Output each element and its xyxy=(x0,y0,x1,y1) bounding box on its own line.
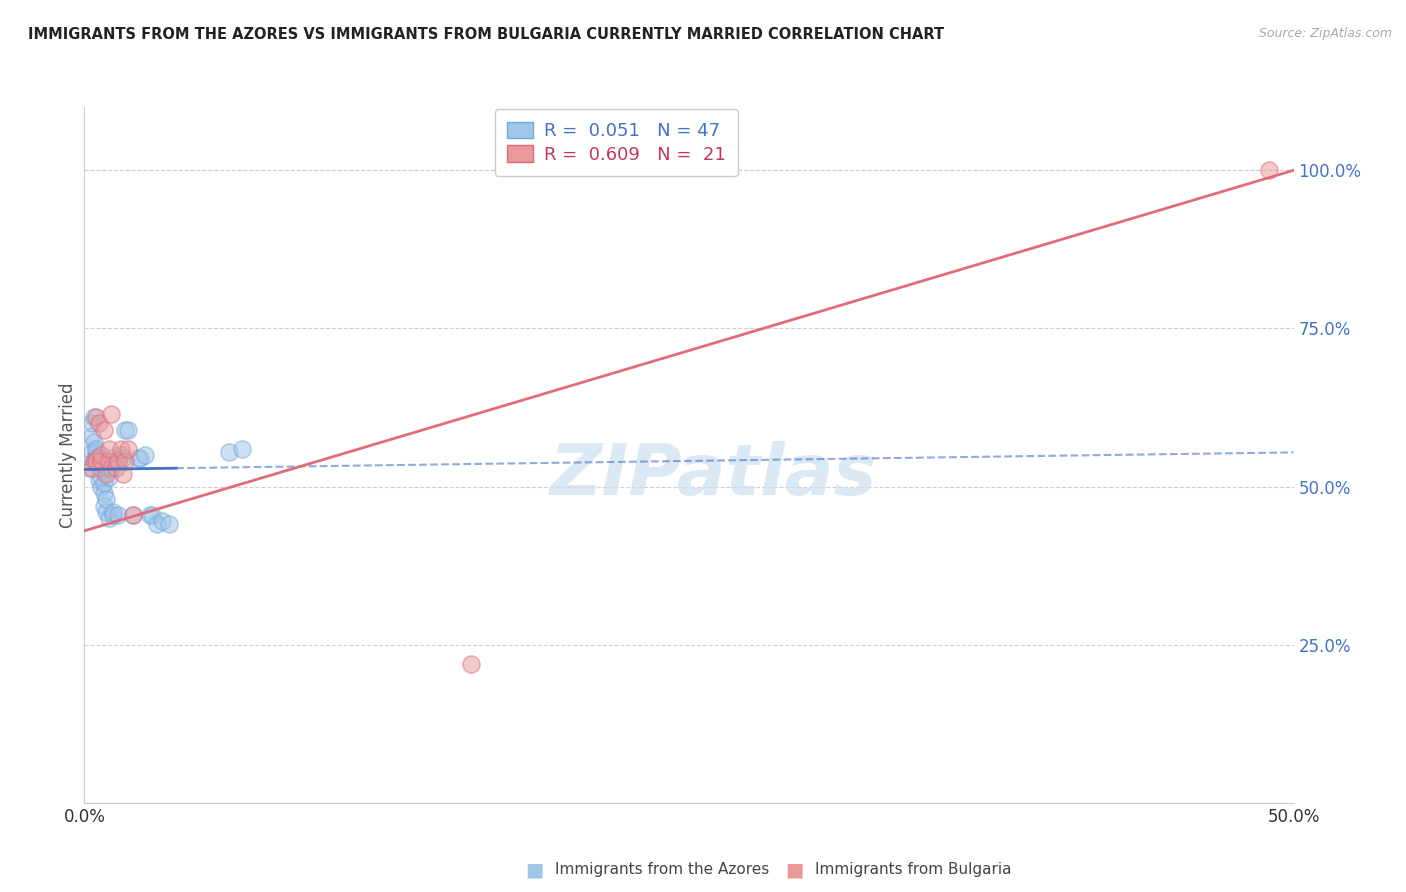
Text: Source: ZipAtlas.com: Source: ZipAtlas.com xyxy=(1258,27,1392,40)
Point xyxy=(87,460,110,475)
Point xyxy=(86,454,108,468)
Point xyxy=(104,460,127,475)
Point xyxy=(141,508,163,522)
Point xyxy=(90,454,112,468)
Point xyxy=(94,505,117,519)
Point xyxy=(121,508,143,522)
Point xyxy=(83,454,105,468)
Point xyxy=(93,476,115,491)
Point xyxy=(83,409,105,424)
Point xyxy=(86,442,108,456)
Text: ■: ■ xyxy=(524,860,544,880)
Point xyxy=(97,442,120,456)
Point xyxy=(117,423,139,437)
Point xyxy=(112,451,135,466)
Point xyxy=(103,505,125,519)
Point xyxy=(86,444,108,458)
Point xyxy=(112,467,135,481)
Point xyxy=(231,442,253,456)
Text: IMMIGRANTS FROM THE AZORES VS IMMIGRANTS FROM BULGARIA CURRENTLY MARRIED CORRELA: IMMIGRANTS FROM THE AZORES VS IMMIGRANTS… xyxy=(28,27,945,42)
Y-axis label: Currently Married: Currently Married xyxy=(59,382,77,528)
Point xyxy=(80,460,103,475)
Text: ZIPatlas: ZIPatlas xyxy=(550,442,877,510)
Point xyxy=(1258,163,1281,178)
Point xyxy=(80,429,103,443)
Point xyxy=(80,444,103,458)
Point xyxy=(97,454,120,468)
Point xyxy=(77,460,100,475)
Point xyxy=(460,657,482,671)
Point xyxy=(97,470,120,484)
Point xyxy=(117,442,139,456)
Point xyxy=(121,508,143,522)
Point xyxy=(107,454,129,468)
Point xyxy=(138,508,160,522)
Point xyxy=(100,451,122,466)
Point xyxy=(100,407,122,421)
Point xyxy=(97,460,120,475)
Point xyxy=(107,508,129,522)
Point xyxy=(150,514,173,528)
Point xyxy=(110,442,132,456)
Point xyxy=(86,409,108,424)
Point xyxy=(94,492,117,507)
Point xyxy=(157,517,180,532)
Point xyxy=(93,486,115,500)
Point xyxy=(97,511,120,525)
Point xyxy=(129,451,152,466)
Text: ■: ■ xyxy=(785,860,804,880)
Point xyxy=(134,448,156,462)
Point xyxy=(83,435,105,450)
Point xyxy=(114,454,136,468)
Point xyxy=(93,423,115,437)
Point xyxy=(80,417,103,431)
Point xyxy=(87,417,110,431)
Point xyxy=(114,423,136,437)
Point xyxy=(218,444,240,458)
Legend: R =  0.051   N = 47, R =  0.609   N =  21: R = 0.051 N = 47, R = 0.609 N = 21 xyxy=(495,109,738,177)
Point xyxy=(146,517,169,532)
Point xyxy=(87,451,110,466)
Point xyxy=(94,467,117,481)
Text: Immigrants from Bulgaria: Immigrants from Bulgaria xyxy=(815,863,1012,877)
Text: Immigrants from the Azores: Immigrants from the Azores xyxy=(555,863,769,877)
Point xyxy=(83,454,105,468)
Point xyxy=(90,470,112,484)
Point xyxy=(110,448,132,462)
Point xyxy=(90,479,112,493)
Point xyxy=(104,454,127,468)
Point xyxy=(87,458,110,472)
Point xyxy=(127,451,149,466)
Point xyxy=(86,454,108,468)
Point xyxy=(87,473,110,487)
Point xyxy=(100,460,122,475)
Point xyxy=(90,460,112,475)
Point xyxy=(103,508,125,522)
Point xyxy=(90,448,112,462)
Point xyxy=(93,499,115,513)
Point xyxy=(86,451,108,466)
